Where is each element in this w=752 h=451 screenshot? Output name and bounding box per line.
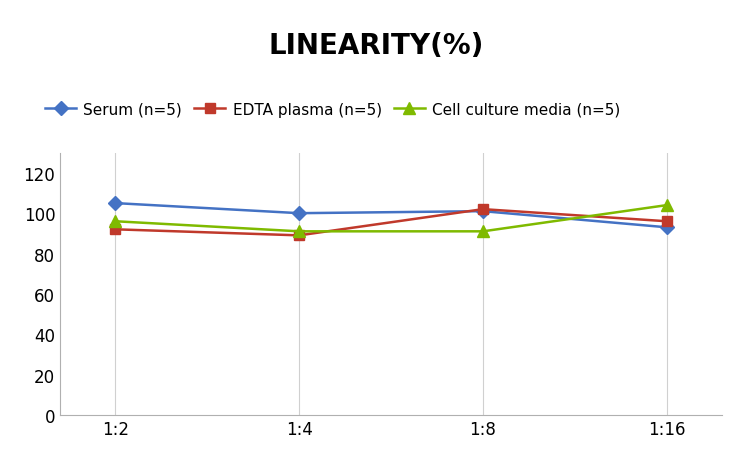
Cell culture media (n=5) bbox=[111, 219, 120, 225]
Legend: Serum (n=5), EDTA plasma (n=5), Cell culture media (n=5): Serum (n=5), EDTA plasma (n=5), Cell cul… bbox=[45, 102, 620, 117]
Serum (n=5) bbox=[295, 211, 304, 216]
Cell culture media (n=5) bbox=[663, 203, 672, 208]
Serum (n=5) bbox=[478, 209, 487, 214]
Serum (n=5) bbox=[111, 201, 120, 207]
Line: EDTA plasma (n=5): EDTA plasma (n=5) bbox=[111, 205, 672, 241]
EDTA plasma (n=5) bbox=[295, 233, 304, 239]
Text: LINEARITY(%): LINEARITY(%) bbox=[268, 32, 484, 60]
EDTA plasma (n=5) bbox=[111, 227, 120, 233]
Serum (n=5) bbox=[663, 225, 672, 230]
EDTA plasma (n=5) bbox=[663, 219, 672, 225]
Line: Cell culture media (n=5): Cell culture media (n=5) bbox=[110, 200, 672, 237]
Cell culture media (n=5) bbox=[478, 229, 487, 235]
Line: Serum (n=5): Serum (n=5) bbox=[111, 199, 672, 233]
EDTA plasma (n=5) bbox=[478, 207, 487, 212]
Cell culture media (n=5) bbox=[295, 229, 304, 235]
